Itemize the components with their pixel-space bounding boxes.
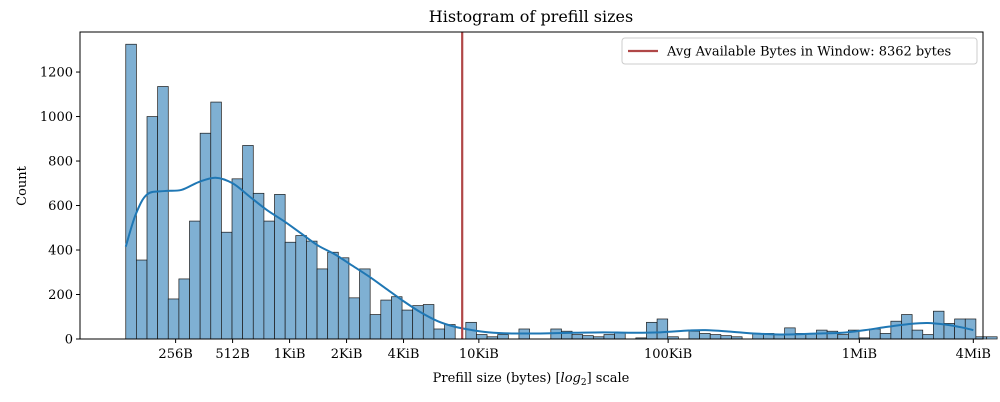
y-tick-label: 200	[48, 288, 73, 303]
histogram-bar	[890, 320, 902, 340]
histogram-bar	[699, 333, 711, 340]
histogram-bar	[922, 334, 934, 340]
histogram-bar	[242, 145, 254, 340]
plot-frame	[79, 31, 984, 340]
x-axis-label-main: Prefill size (bytes) [	[433, 371, 561, 386]
x-tick-label: 256B	[158, 347, 192, 362]
histogram-bar	[221, 231, 233, 340]
histogram-bar	[603, 334, 615, 340]
y-tick-label: 600	[48, 199, 73, 214]
histogram-bar	[869, 328, 881, 340]
histogram-bar	[167, 298, 180, 340]
x-tick-label: 512B	[215, 347, 249, 362]
histogram-bar	[879, 333, 892, 340]
kde-curve	[124, 176, 974, 336]
histogram-bar	[146, 116, 158, 340]
histogram-bar	[571, 334, 584, 340]
histogram-bar	[688, 330, 700, 340]
histogram-bar	[401, 309, 414, 340]
histogram-bar	[306, 240, 318, 340]
histogram-bar	[954, 318, 966, 340]
histogram-bar	[252, 192, 265, 340]
histogram-bar	[986, 336, 998, 340]
histogram-bar	[284, 241, 297, 340]
histogram-bar	[125, 43, 137, 340]
legend: Avg Available Bytes in Window: 8362 byte…	[621, 37, 978, 65]
histogram-bar	[316, 268, 329, 340]
histogram-bar	[476, 334, 488, 340]
histogram-bar	[231, 178, 244, 340]
histogram-bar	[582, 335, 594, 340]
x-axis-label-suffix: ] scale	[587, 371, 630, 386]
histogram-bar	[337, 257, 350, 340]
y-axis-label: Count	[15, 165, 30, 206]
x-axis-label: Prefill size (bytes) [log2] scale	[433, 371, 630, 388]
histogram-bar	[359, 268, 371, 340]
y-tick-label: 1000	[40, 110, 73, 125]
y-tick-label: 1200	[40, 66, 73, 81]
histogram-bar	[497, 334, 509, 340]
histogram-bar	[391, 296, 403, 340]
x-axis-ticks: 256B 512B 1KiB 2KiB 4KiB 10KiB 100KiB 1MiB 4MiB	[158, 339, 991, 362]
histogram-bar	[816, 329, 828, 340]
histogram-bar	[348, 297, 360, 340]
histogram-bar	[263, 220, 275, 340]
histogram-bar	[911, 329, 924, 340]
histogram-bar	[157, 86, 169, 340]
histogram-bar	[433, 328, 445, 340]
histogram-bar	[327, 251, 339, 340]
y-tick-label: 400	[48, 244, 73, 259]
y-tick-label: 800	[48, 155, 73, 170]
histogram-bar	[380, 299, 392, 340]
legend-box	[621, 37, 978, 65]
chart-title: Histogram of prefill sizes	[429, 7, 633, 26]
x-tick-label: 1KiB	[274, 347, 306, 362]
x-axis-label-sub: 2	[581, 378, 587, 388]
histogram-bar	[369, 314, 382, 340]
histogram-bar	[837, 334, 849, 340]
x-tick-label: 4MiB	[956, 347, 991, 362]
histogram-bar	[901, 314, 913, 340]
y-axis-ticks: 0 200 400 600 800 1000 1200	[40, 66, 80, 348]
x-tick-label: 100KiB	[644, 347, 692, 362]
histogram-bar	[136, 259, 148, 340]
histogram-bar	[656, 318, 669, 340]
histogram-bar	[189, 220, 201, 340]
y-tick-label: 0	[65, 333, 73, 348]
histogram-bar	[210, 101, 222, 340]
x-tick-label: 4KiB	[388, 347, 420, 362]
histogram-bar	[709, 334, 722, 340]
histogram-bars	[125, 43, 998, 340]
histogram-bar	[720, 335, 732, 340]
x-tick-label: 2KiB	[331, 347, 363, 362]
x-tick-label: 10KiB	[459, 347, 499, 362]
x-axis-label-log: log	[561, 371, 581, 386]
histogram-bar	[199, 132, 212, 340]
histogram-bar	[295, 235, 307, 340]
histogram-bar	[646, 321, 658, 340]
histogram-bar	[178, 278, 190, 340]
x-tick-label: 1MiB	[842, 347, 877, 362]
legend-label: Avg Available Bytes in Window: 8362 byte…	[666, 45, 951, 60]
histogram-bar	[422, 304, 435, 340]
